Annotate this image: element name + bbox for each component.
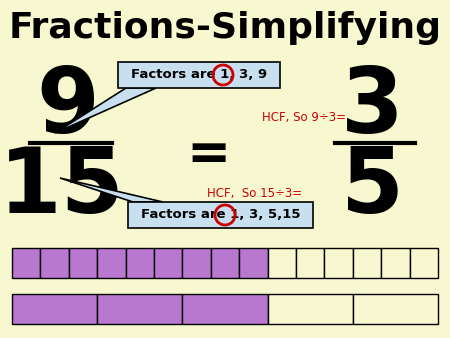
Text: Factors are 1, 3, 9: Factors are 1, 3, 9 bbox=[131, 69, 267, 81]
Text: Fractions-Simplifying: Fractions-Simplifying bbox=[9, 11, 441, 45]
Bar bbox=[154, 248, 182, 278]
Bar bbox=[268, 248, 296, 278]
FancyBboxPatch shape bbox=[118, 62, 280, 88]
Text: HCF, So 9÷3=: HCF, So 9÷3= bbox=[262, 112, 346, 124]
Bar bbox=[239, 248, 268, 278]
Bar bbox=[12, 294, 97, 324]
Bar bbox=[410, 248, 438, 278]
Bar bbox=[353, 248, 381, 278]
Text: HCF,  So 15÷3=: HCF, So 15÷3= bbox=[207, 188, 302, 200]
Bar bbox=[97, 248, 126, 278]
Bar bbox=[211, 248, 239, 278]
Bar bbox=[381, 248, 410, 278]
Text: Factors are 1, 3, 5,15: Factors are 1, 3, 5,15 bbox=[141, 209, 300, 221]
FancyBboxPatch shape bbox=[128, 202, 313, 228]
Text: 5: 5 bbox=[341, 144, 404, 232]
Bar bbox=[296, 248, 324, 278]
Text: =: = bbox=[186, 129, 230, 181]
Bar bbox=[40, 248, 69, 278]
Bar bbox=[324, 248, 353, 278]
Text: 15: 15 bbox=[0, 144, 125, 232]
Bar bbox=[182, 294, 268, 324]
Polygon shape bbox=[60, 178, 163, 202]
Bar bbox=[69, 248, 97, 278]
Bar bbox=[268, 294, 353, 324]
Bar bbox=[353, 294, 438, 324]
Bar bbox=[12, 248, 40, 278]
Text: 3: 3 bbox=[341, 64, 403, 152]
Bar bbox=[182, 248, 211, 278]
Bar bbox=[126, 248, 154, 278]
Bar bbox=[97, 294, 182, 324]
Text: 9: 9 bbox=[36, 64, 99, 152]
Polygon shape bbox=[55, 88, 156, 133]
